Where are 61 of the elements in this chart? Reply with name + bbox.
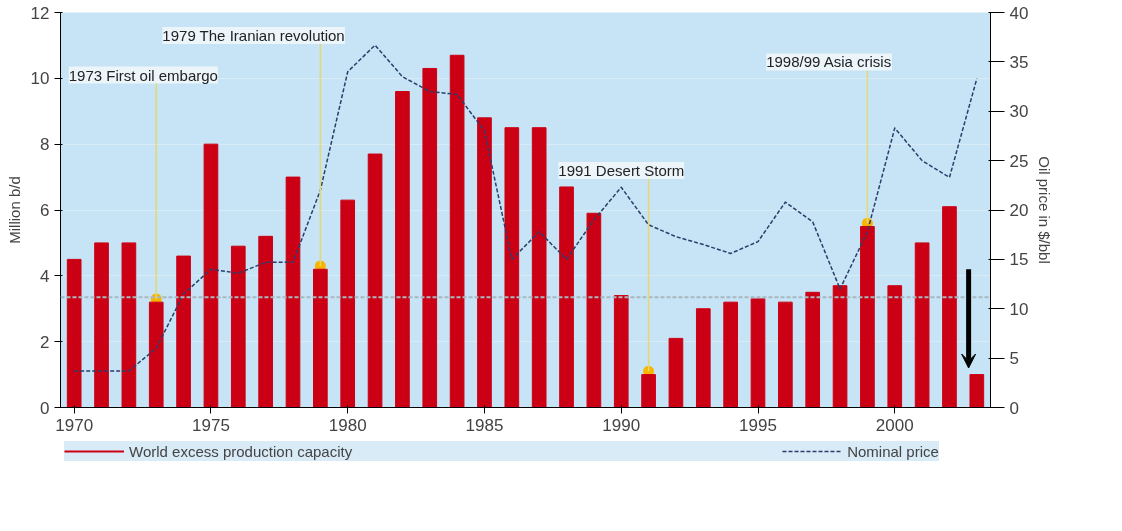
annotation: 1998/99 Asia crisis bbox=[766, 53, 892, 71]
bar bbox=[750, 298, 766, 408]
bar bbox=[969, 374, 985, 408]
bar bbox=[723, 301, 738, 408]
x-tick-label: 1995 bbox=[739, 415, 777, 435]
bar bbox=[422, 67, 438, 408]
annotation: 1973 First oil embargo bbox=[68, 66, 218, 84]
x-tick-label: 1985 bbox=[465, 415, 504, 435]
bar bbox=[531, 127, 547, 408]
bar bbox=[94, 242, 109, 408]
x-tick-label: 2000 bbox=[875, 415, 914, 435]
bar bbox=[203, 143, 219, 408]
y-tick-label: 8 bbox=[40, 135, 50, 155]
y-tick-label: 6 bbox=[40, 201, 50, 220]
x-tick-label: 1980 bbox=[328, 415, 367, 435]
y2-tick-label: 10 bbox=[1009, 299, 1029, 319]
bar bbox=[66, 258, 82, 408]
y2-tick-label: 35 bbox=[1009, 52, 1029, 72]
y2-tick-label: 15 bbox=[1009, 250, 1029, 270]
legend-label: World excess production capacity bbox=[129, 442, 353, 460]
bar bbox=[504, 127, 520, 408]
bar bbox=[805, 291, 821, 408]
bar bbox=[668, 337, 684, 408]
bar bbox=[942, 206, 957, 408]
y-tick-label: 0 bbox=[40, 398, 50, 418]
annotation: 1991 Desert Storm bbox=[558, 162, 685, 179]
y-tick-label: 4 bbox=[40, 266, 50, 286]
y-axis-title: Million b/d bbox=[5, 176, 23, 244]
y2-tick-label: 30 bbox=[1009, 102, 1029, 122]
y2-axis-title: Oil price in $/bbl bbox=[1036, 156, 1054, 264]
bar bbox=[367, 153, 383, 408]
bar bbox=[340, 199, 356, 408]
bar bbox=[832, 285, 848, 408]
bar bbox=[176, 255, 191, 408]
bar bbox=[559, 186, 574, 408]
y-tick-label: 10 bbox=[30, 69, 50, 89]
bar bbox=[285, 176, 301, 408]
bar bbox=[121, 242, 137, 408]
legend-label: Nominal price bbox=[847, 442, 939, 460]
bar bbox=[778, 301, 793, 408]
y2-tick-label: 0 bbox=[1009, 398, 1019, 418]
y2-tick-label: 20 bbox=[1009, 201, 1029, 220]
bar bbox=[914, 242, 930, 408]
bar bbox=[477, 117, 492, 408]
bar bbox=[258, 235, 273, 408]
bar bbox=[695, 308, 711, 408]
x-tick-label: 1990 bbox=[602, 415, 641, 435]
y2-tick-label: 40 bbox=[1009, 3, 1029, 23]
y2-tick-label: 5 bbox=[1009, 349, 1019, 369]
y2-tick-label: 25 bbox=[1009, 151, 1029, 171]
y-tick-label: 12 bbox=[30, 3, 50, 23]
bar bbox=[395, 91, 410, 408]
bar bbox=[613, 295, 629, 408]
x-tick-label: 1970 bbox=[55, 415, 94, 435]
y-tick-label: 2 bbox=[40, 332, 50, 352]
bar bbox=[230, 245, 246, 408]
x-tick-label: 1975 bbox=[192, 415, 230, 435]
annotation: 1979 The Iranian revolution bbox=[162, 27, 345, 45]
bar bbox=[449, 54, 465, 408]
bar bbox=[586, 212, 602, 408]
bar bbox=[887, 285, 903, 408]
